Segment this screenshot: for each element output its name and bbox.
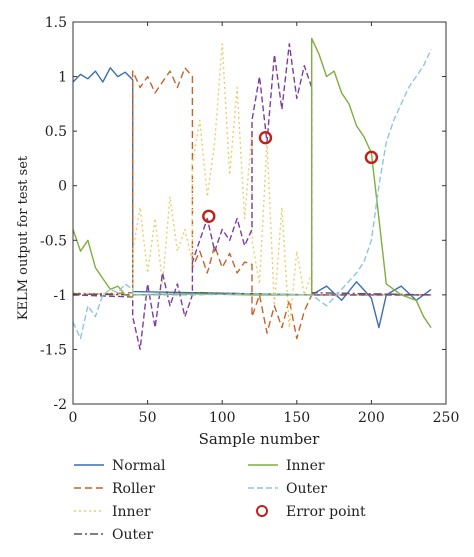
legend-label: Outer [112, 527, 153, 543]
error-point-marker [364, 150, 379, 165]
series-line-6 [72, 49, 432, 340]
legend-label: Outer [286, 481, 327, 497]
x-axis-label: Sample number [199, 430, 321, 448]
legend: Normal Roller Inner Outer Inner Outer Error po… [74, 458, 366, 543]
axes: 0 50 100 150 200 250 -2 -1.5 -1 -0.5 0 0.5 1 1.5 [40, 15, 459, 426]
x-tick-label: 200 [358, 410, 385, 426]
y-tick-label: -0.5 [40, 233, 67, 249]
axes-frame [72, 21, 447, 405]
legend-marker [256, 505, 268, 517]
x-tick-label: 150 [283, 410, 310, 426]
legend-label: Roller [112, 481, 155, 497]
y-axis-label: KELM output for test set [16, 155, 31, 320]
legend-item: Inner [74, 504, 151, 520]
y-tick-label: -1 [53, 288, 67, 304]
y-tick-label: 0.5 [45, 124, 67, 140]
y-tick-label: 1.5 [45, 15, 67, 31]
series-line-4 [72, 43, 432, 351]
legend-item: Normal [74, 458, 166, 474]
x-tick-label: 50 [139, 410, 157, 426]
error-point-marker [202, 209, 216, 223]
legend-item: Error point [256, 504, 366, 520]
legend-label: Error point [286, 504, 366, 520]
y-tick-label: 0 [58, 179, 67, 195]
x-tick-label: 100 [209, 410, 236, 426]
y-tick-label: -1.5 [40, 342, 67, 358]
series-line-2 [72, 43, 432, 329]
legend-item: Roller [74, 481, 155, 497]
series-line-5 [72, 37, 432, 328]
legend-label: Inner [286, 458, 325, 474]
legend-item: Outer [248, 481, 327, 497]
error-point-marker [258, 130, 273, 145]
series-line-1 [72, 67, 432, 340]
legend-label: Inner [112, 504, 151, 520]
legend-label: Normal [112, 458, 166, 474]
legend-item: Outer [74, 527, 153, 543]
x-tick-label: 250 [433, 410, 460, 426]
plot-area [72, 37, 432, 351]
y-tick-label: 1 [58, 70, 67, 86]
x-tick-label: 0 [69, 410, 78, 426]
y-tick-label: -2 [53, 397, 67, 413]
legend-item: Inner [248, 458, 325, 474]
